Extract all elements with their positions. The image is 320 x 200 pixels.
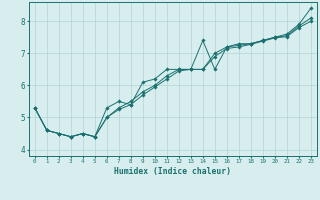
X-axis label: Humidex (Indice chaleur): Humidex (Indice chaleur)	[114, 167, 231, 176]
